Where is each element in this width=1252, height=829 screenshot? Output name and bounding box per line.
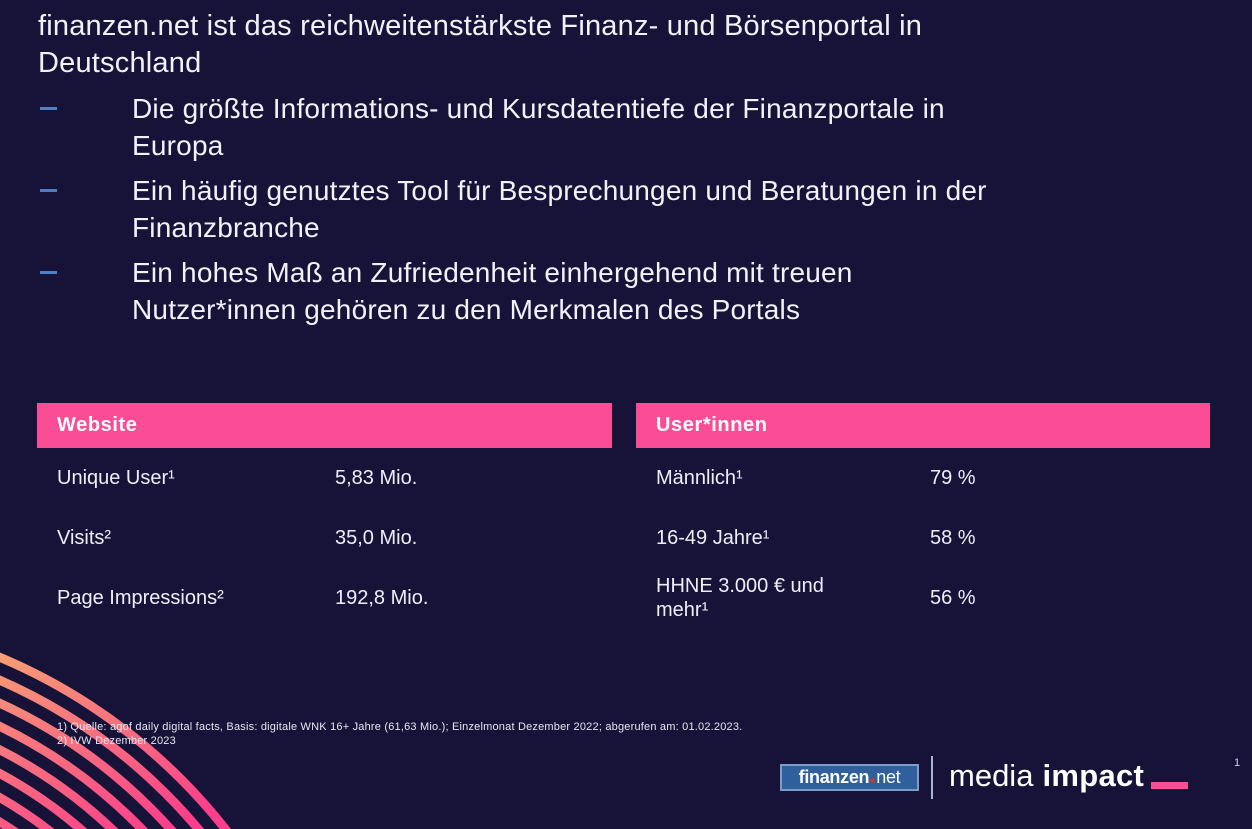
page-title-line: Deutschland	[38, 47, 202, 79]
bullet-line: Ein hohes Maß an Zufriedenheit einhergeh…	[132, 257, 853, 288]
row-value: 35,0 Mio.	[335, 526, 418, 549]
page-title: finanzen.net ist das reichweitenstärkste…	[38, 8, 1108, 82]
footnote-2: 2) IVW Dezember 2023	[57, 735, 176, 747]
row-label: 16-49 Jahre¹	[656, 527, 770, 549]
bullet-list: Die größte Informations- und Kursdatenti…	[40, 90, 1170, 336]
bullet-line: Finanzbranche	[132, 212, 320, 243]
table-row: Unique User¹ 5,83 Mio.	[37, 448, 612, 508]
table-row: Männlich¹ 79 %	[636, 448, 1210, 508]
row-label: HHNE 3.000 € und mehr¹	[656, 575, 824, 621]
bullet-line: Ein häufig genutztes Tool für Besprechun…	[132, 175, 987, 206]
website-table: Website Unique User¹ 5,83 Mio. Visits² 3…	[37, 403, 612, 628]
bullet-line: Nutzer*innen gehören zu den Merkmalen de…	[132, 294, 801, 325]
row-label: Männlich¹	[656, 467, 743, 489]
media-impact-logo: media impact	[949, 757, 1189, 795]
bullet-item: Ein hohes Maß an Zufriedenheit einhergeh…	[40, 254, 1170, 328]
bullet-line: Europa	[132, 130, 224, 161]
bullet-text: Ein hohes Maß an Zufriedenheit einhergeh…	[132, 254, 853, 328]
row-label: Visits²	[57, 527, 112, 549]
red-dot-icon	[870, 778, 876, 783]
bullet-text: Die größte Informations- und Kursdatenti…	[132, 90, 945, 164]
dash-bullet-icon	[40, 107, 57, 110]
row-label: Unique User¹	[57, 467, 175, 489]
dash-bullet-icon	[40, 271, 57, 274]
row-label: Page Impressions²	[57, 587, 224, 609]
table-row: Page Impressions² 192,8 Mio.	[37, 568, 612, 628]
finanzen-logo-regular-text: net	[876, 767, 901, 787]
bullet-line: Die größte Informations- und Kursdatenti…	[132, 93, 945, 124]
footnote-1: 1) Quelle: agof daily digital facts, Bas…	[57, 721, 743, 733]
table-row: 16-49 Jahre¹ 58 %	[636, 508, 1210, 568]
row-value: 5,83 Mio.	[335, 466, 418, 489]
row-value: 192,8 Mio.	[335, 586, 429, 609]
finanzen-net-logo: finanzen net	[780, 764, 919, 791]
table-row: HHNE 3.000 € und mehr¹ 56 %	[636, 568, 1210, 628]
page-title-line: finanzen.net ist das reichweitenstärkste…	[38, 10, 923, 42]
bullet-item: Die größte Informations- und Kursdatenti…	[40, 90, 1170, 164]
footnotes: 1) Quelle: agof daily digital facts, Bas…	[57, 720, 742, 748]
table-row: Visits² 35,0 Mio.	[37, 508, 612, 568]
pink-underscore-icon	[1151, 782, 1189, 789]
finanzen-logo-bold-text: finanzen	[798, 767, 870, 787]
media-impact-bold-text: impact	[1042, 758, 1145, 793]
media-impact-light-text: media	[949, 758, 1034, 793]
bullet-text: Ein häufig genutztes Tool für Besprechun…	[132, 172, 987, 246]
dash-bullet-icon	[40, 189, 57, 192]
footer-divider	[931, 756, 933, 799]
bullet-item: Ein häufig genutztes Tool für Besprechun…	[40, 172, 1170, 246]
userinnen-table-header: User*innen	[636, 403, 1210, 448]
page-number: 1	[1234, 757, 1241, 769]
row-value: 79 %	[930, 466, 976, 489]
row-value: 58 %	[930, 526, 976, 549]
row-value: 56 %	[930, 586, 976, 609]
userinnen-table: User*innen Männlich¹ 79 % 16-49 Jahre¹ 5…	[636, 403, 1210, 628]
website-table-header: Website	[37, 403, 612, 448]
